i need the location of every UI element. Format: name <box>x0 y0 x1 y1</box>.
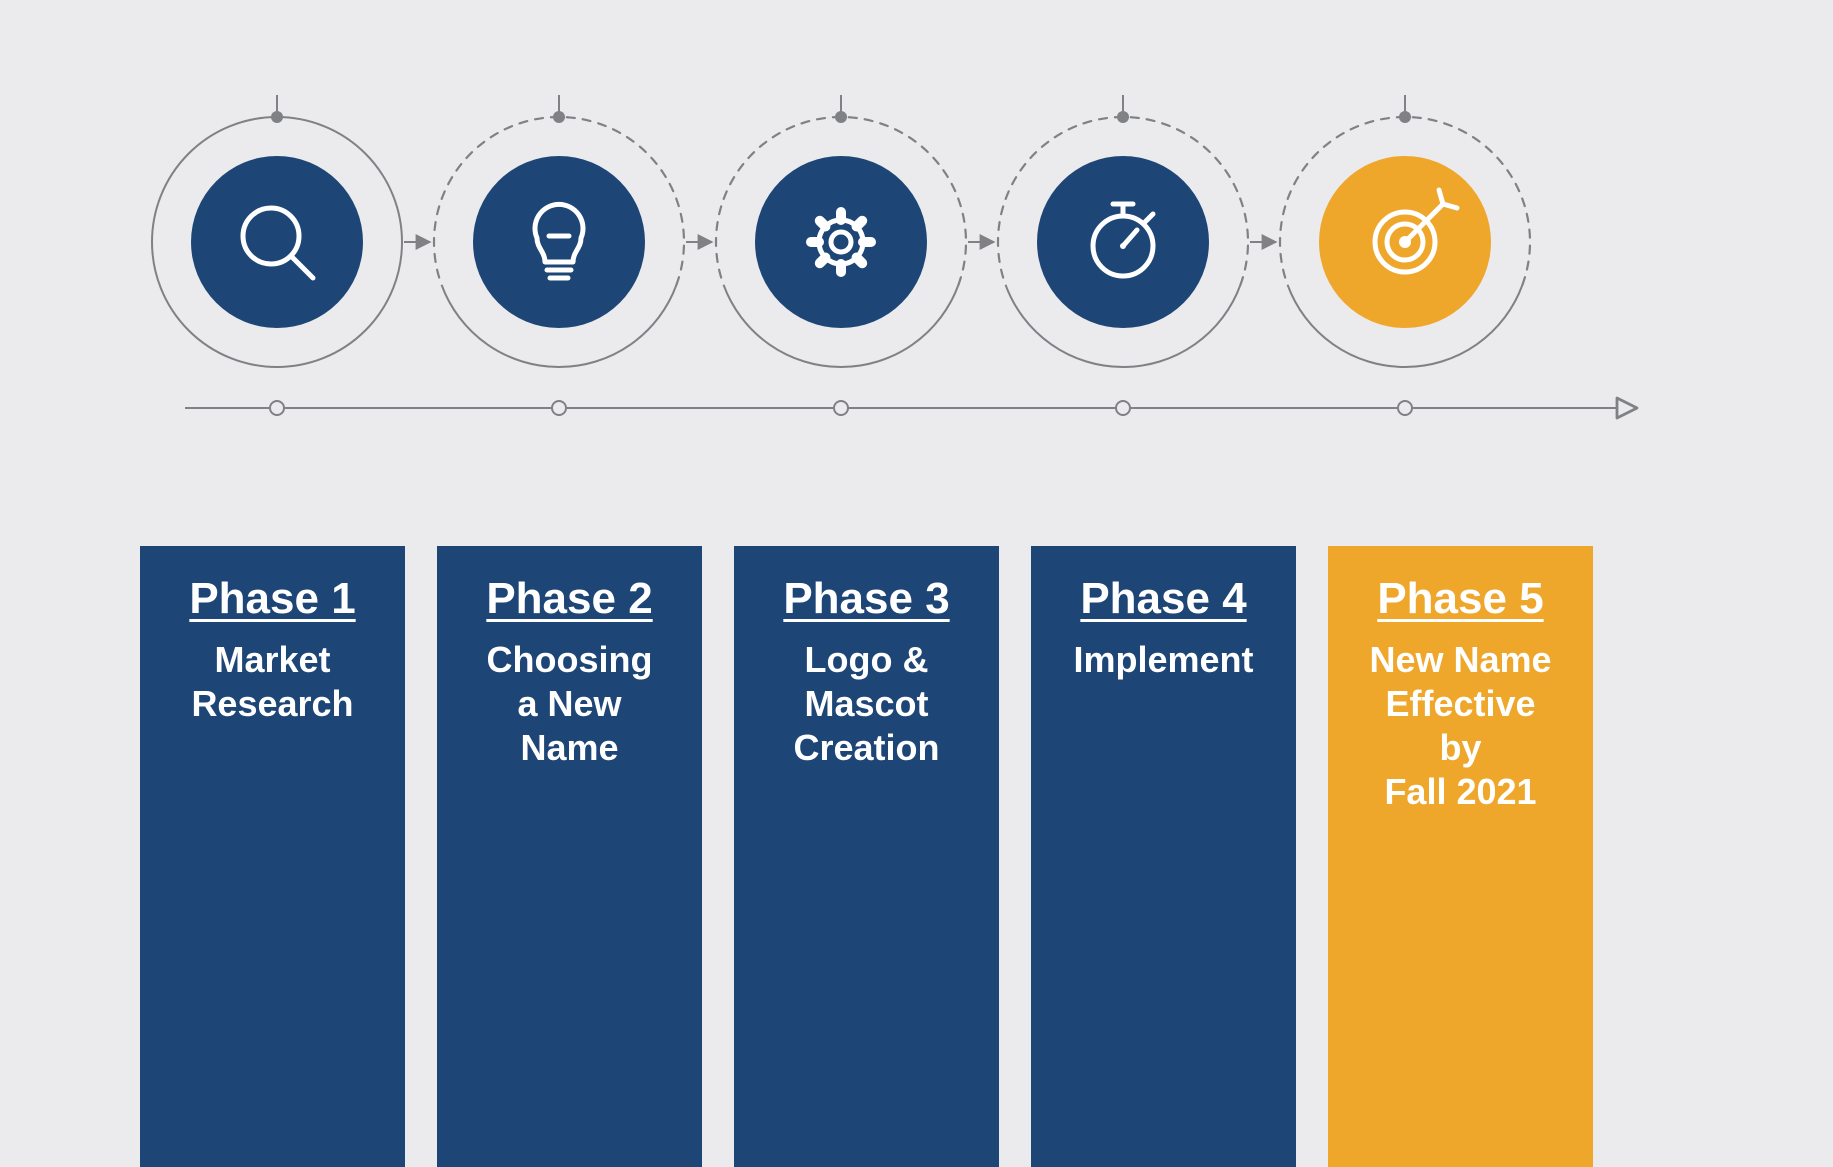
phase-card-title: Phase 4 <box>1031 574 1296 624</box>
phase-card-title: Phase 5 <box>1328 574 1593 624</box>
phase-inner-circle-3 <box>755 156 927 328</box>
phase-card-title: Phase 3 <box>734 574 999 624</box>
timeline-marker-4 <box>1116 401 1130 415</box>
phase-node-1 <box>152 95 402 367</box>
phase-card-body: Implement <box>1031 638 1296 682</box>
phase-card-3: Phase 3 Logo & Mascot Creation <box>734 546 999 1167</box>
phase-node-5 <box>1280 95 1530 367</box>
phase-node-4 <box>998 95 1248 367</box>
timeline-marker-3 <box>834 401 848 415</box>
phase-card-2: Phase 2 Choosing a New Name <box>437 546 702 1167</box>
phase-card-body: Logo & Mascot Creation <box>734 638 999 770</box>
timeline-marker-1 <box>270 401 284 415</box>
phase-node-2 <box>434 95 684 367</box>
phase-node-3 <box>716 95 966 367</box>
phase-inner-circle-2 <box>473 156 645 328</box>
phase-card-1: Phase 1 Market Research <box>140 546 405 1167</box>
phase-card-body: New Name Effective by Fall 2021 <box>1328 638 1593 814</box>
phase-card-body: Market Research <box>140 638 405 726</box>
phase-inner-circle-1 <box>191 156 363 328</box>
phase-card-4: Phase 4 Implement <box>1031 546 1296 1167</box>
phase-card-title: Phase 1 <box>140 574 405 624</box>
phase-card-title: Phase 2 <box>437 574 702 624</box>
infographic-canvas: Phase 1 Market Research Phase 2 Choosing a … <box>0 0 1833 1167</box>
phase-card-body: Choosing a New Name <box>437 638 702 770</box>
phase-inner-circle-4 <box>1037 156 1209 328</box>
timeline-marker-2 <box>552 401 566 415</box>
timeline-marker-5 <box>1398 401 1412 415</box>
phase-cards-row: Phase 1 Market Research Phase 2 Choosing a … <box>140 546 1593 1167</box>
phase-card-5: Phase 5 New Name Effective by Fall 2021 <box>1328 546 1593 1167</box>
